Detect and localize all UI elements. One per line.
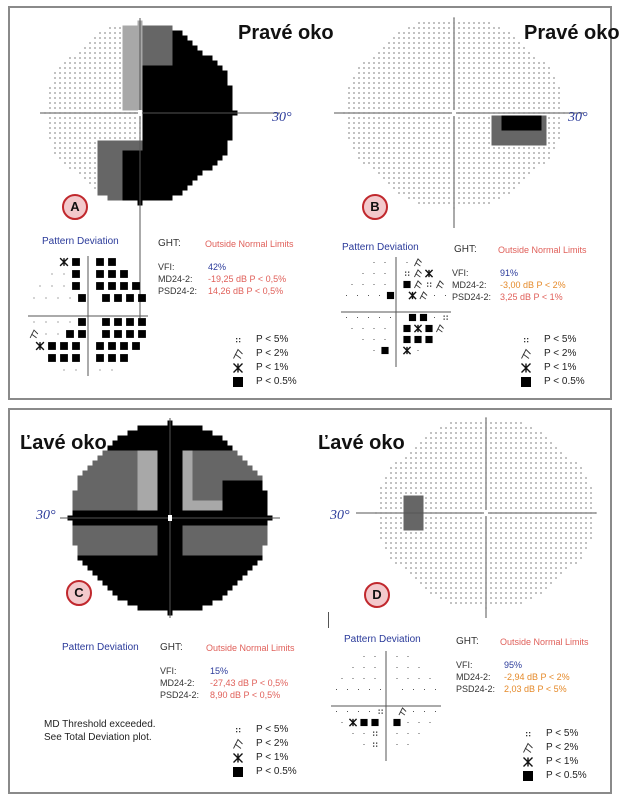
legend-label-05pct-A: P < 0.5% bbox=[256, 376, 297, 387]
divider-mark-D bbox=[328, 612, 329, 628]
pattern-deviation-title-B: Pattern Deviation bbox=[342, 242, 419, 253]
legend-label-5pct-D: P < 5% bbox=[546, 728, 579, 739]
eye-title-A: Pravé oko bbox=[238, 22, 334, 44]
stat-md-label-C: MD24-2: bbox=[160, 678, 195, 688]
pattern-deviation-grid-B bbox=[341, 257, 451, 367]
eye-title-D: Ľavé oko bbox=[318, 432, 405, 454]
legend-label-2pct-C: P < 2% bbox=[256, 738, 289, 749]
stat-vfi-label-B: VFI: bbox=[452, 268, 469, 278]
legend-symbol-2pct-D bbox=[523, 742, 533, 753]
legend-label-1pct-D: P < 1% bbox=[546, 756, 579, 767]
panel-label-B: B bbox=[362, 194, 388, 220]
pattern-deviation-grid-D bbox=[331, 651, 441, 761]
degree-label-C: 30° bbox=[36, 508, 56, 523]
ght-value-B: Outside Normal Limits bbox=[498, 245, 587, 255]
eye-title-C: Ľavé oko bbox=[20, 432, 107, 454]
panel-label-D: D bbox=[364, 582, 390, 608]
legend-symbol-05pct-D bbox=[523, 771, 533, 781]
legend-symbol-1pct-B bbox=[521, 363, 531, 373]
ght-label-D: GHT: bbox=[456, 636, 479, 647]
ght-value-C: Outside Normal Limits bbox=[206, 643, 295, 653]
eye-title-B: Pravé oko bbox=[524, 22, 620, 44]
pattern-deviation-grid-A bbox=[28, 256, 148, 376]
ght-label-A: GHT: bbox=[158, 238, 181, 249]
degree-label-D: 30° bbox=[330, 508, 350, 523]
legend-symbol-1pct-C bbox=[233, 753, 243, 763]
stat-psd-label-C: PSD24-2: bbox=[160, 690, 200, 700]
pattern-deviation-title-D: Pattern Deviation bbox=[344, 634, 421, 645]
legend-label-2pct-D: P < 2% bbox=[546, 742, 579, 753]
stat-vfi-label-D: VFI: bbox=[456, 660, 473, 670]
ght-label-B: GHT: bbox=[454, 244, 477, 255]
legend-label-1pct-C: P < 1% bbox=[256, 752, 289, 763]
stat-md-value-B: -3,00 dB P < 2% bbox=[500, 280, 566, 290]
ght-value-D: Outside Normal Limits bbox=[500, 637, 589, 647]
legend-label-5pct-C: P < 5% bbox=[256, 724, 289, 735]
field-map-D bbox=[356, 417, 597, 618]
legend-symbol-5pct-B bbox=[524, 338, 529, 343]
note-line-2-C: See Total Deviation plot. bbox=[44, 732, 152, 743]
stat-psd-label-D: PSD24-2: bbox=[456, 684, 496, 694]
legend-label-5pct-A: P < 5% bbox=[256, 334, 289, 345]
stat-vfi-value-D: 95% bbox=[504, 660, 523, 670]
legend-symbol-2pct-B bbox=[521, 348, 531, 359]
legend-symbol-5pct-C bbox=[236, 728, 241, 733]
stat-md-label-B: MD24-2: bbox=[452, 280, 487, 290]
stat-psd-value-D: 2,03 dB P < 5% bbox=[504, 684, 567, 694]
stat-vfi-label-C: VFI: bbox=[160, 666, 177, 676]
legend-symbol-2pct-A bbox=[233, 348, 243, 359]
panel-label-C: C bbox=[66, 580, 92, 606]
legend-symbol-05pct-C bbox=[233, 767, 243, 777]
legend-label-2pct-A: P < 2% bbox=[256, 348, 289, 359]
legend-label-1pct-B: P < 1% bbox=[544, 362, 577, 373]
ght-label-C: GHT: bbox=[160, 642, 183, 653]
legend-symbol-5pct-D bbox=[526, 732, 531, 737]
legend-symbol-05pct-B bbox=[521, 377, 531, 387]
stat-md-value-C: -27,43 dB P < 0,5% bbox=[210, 678, 289, 688]
legend-symbol-5pct-A bbox=[236, 338, 241, 343]
legend-label-05pct-B: P < 0.5% bbox=[544, 376, 585, 387]
field-map-C bbox=[60, 418, 280, 618]
legend-label-05pct-D: P < 0.5% bbox=[546, 770, 587, 781]
panel-label-A: A bbox=[62, 194, 88, 220]
field-map-B bbox=[334, 17, 584, 228]
field-map-A bbox=[40, 18, 280, 318]
stat-md-label-D: MD24-2: bbox=[456, 672, 491, 682]
legend-symbol-05pct-A bbox=[233, 377, 243, 387]
ght-value-A: Outside Normal Limits bbox=[205, 239, 294, 249]
stat-psd-label-A: PSD24-2: bbox=[158, 286, 198, 296]
degree-label-A: 30° bbox=[272, 110, 292, 125]
stat-psd-value-C: 8,90 dB P < 0,5% bbox=[210, 690, 281, 700]
legend-symbol-1pct-D bbox=[523, 757, 533, 767]
stat-vfi-value-B: 91% bbox=[500, 268, 519, 278]
pattern-deviation-title-C: Pattern Deviation bbox=[62, 642, 139, 653]
stat-vfi-label-A: VFI: bbox=[158, 262, 175, 272]
pattern-deviation-title-A: Pattern Deviation bbox=[42, 236, 119, 247]
stat-md-value-A: -19,25 dB P < 0,5% bbox=[208, 274, 287, 284]
legend-label-05pct-C: P < 0.5% bbox=[256, 766, 297, 777]
legend-label-2pct-B: P < 2% bbox=[544, 348, 577, 359]
degree-label-B: 30° bbox=[568, 110, 588, 125]
stat-psd-value-B: 3,25 dB P < 1% bbox=[500, 292, 563, 302]
legend-label-5pct-B: P < 5% bbox=[544, 334, 577, 345]
stat-psd-value-A: 14,26 dB P < 0,5% bbox=[208, 286, 284, 296]
stat-vfi-value-A: 42% bbox=[208, 262, 227, 272]
note-line-1-C: MD Threshold exceeded. bbox=[44, 719, 156, 730]
stat-psd-label-B: PSD24-2: bbox=[452, 292, 492, 302]
legend-symbol-1pct-A bbox=[233, 363, 243, 373]
legend-label-1pct-A: P < 1% bbox=[256, 362, 289, 373]
stat-md-value-D: -2,94 dB P < 2% bbox=[504, 672, 570, 682]
stat-md-label-A: MD24-2: bbox=[158, 274, 193, 284]
legend-symbol-2pct-C bbox=[233, 738, 243, 749]
stat-vfi-value-C: 15% bbox=[210, 666, 229, 676]
